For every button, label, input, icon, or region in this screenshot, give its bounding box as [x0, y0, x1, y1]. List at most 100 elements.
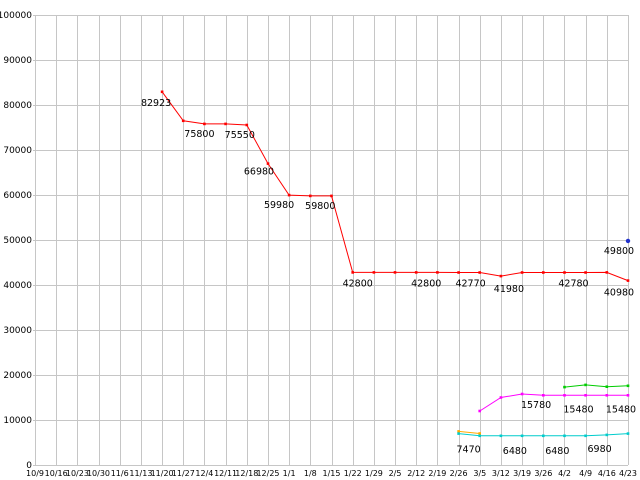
data-point-label: 49800 — [604, 246, 634, 257]
data-point-marker — [542, 271, 545, 274]
x-tick-label: 4/2 — [558, 469, 571, 478]
data-point-marker — [203, 122, 206, 126]
x-tick-label: 10/30 — [87, 469, 110, 478]
y-axis-labels: 0 10000 20000 30000 40000 50000 60000 70000 8000… — [0, 11, 32, 471]
data-point-marker — [224, 122, 227, 126]
data-point-marker — [605, 271, 609, 274]
y-tick-label: 10000 — [3, 416, 32, 426]
x-tick-label: 11/27 — [172, 469, 195, 478]
data-point-marker — [584, 271, 587, 274]
data-point-marker — [626, 394, 630, 397]
series-line-price-green — [564, 384, 629, 388]
data-point-marker — [330, 194, 333, 198]
x-tick-label: 1/15 — [323, 469, 341, 478]
data-point-label: 66980 — [244, 167, 274, 178]
x-tick-label: 12/18 — [235, 469, 258, 478]
data-point-marker — [563, 434, 566, 438]
data-point-marker — [584, 434, 587, 438]
data-point-label: 6980 — [588, 444, 612, 455]
data-point-marker — [605, 385, 609, 388]
y-tick-label: 100000 — [0, 11, 32, 21]
data-point-label: 40980 — [604, 288, 634, 299]
data-point — [625, 238, 631, 244]
data-point-marker — [520, 434, 524, 438]
data-point-marker — [605, 394, 609, 397]
data-point-label: 6480 — [503, 446, 527, 457]
x-tick-label: 4/16 — [598, 469, 616, 478]
x-tick-label: 4/9 — [579, 469, 592, 478]
data-point-label: 42800 — [411, 278, 441, 289]
y-tick-label: 0 — [26, 461, 32, 471]
data-point-label: 41980 — [494, 284, 524, 295]
data-point-marker — [499, 434, 503, 438]
series-price-cyan: 6480 6480 6980 — [457, 432, 630, 457]
x-tick-label: 4/23 — [619, 469, 637, 478]
data-point-marker — [626, 384, 630, 388]
data-point-marker — [478, 432, 481, 435]
x-tick-label: 2/19 — [428, 469, 446, 478]
data-point-marker — [266, 162, 270, 165]
series-line-price-magenta — [479, 393, 628, 412]
data-point-label: 82923 — [141, 98, 171, 109]
x-tick-label: 11/20 — [151, 469, 174, 478]
data-point-label: 15480 — [563, 404, 593, 415]
y-tick-label: 90000 — [3, 56, 32, 66]
data-point-marker — [499, 274, 503, 278]
data-point-label: 15480 — [606, 404, 636, 415]
data-point-label: 42780 — [558, 279, 588, 290]
data-point-marker — [563, 271, 566, 274]
data-point-marker — [287, 193, 291, 197]
data-point-marker — [436, 271, 439, 274]
series-price-green — [563, 383, 630, 389]
data-point-label: 75800 — [184, 129, 214, 140]
data-point-marker — [160, 90, 164, 94]
y-tick-label: 40000 — [3, 281, 32, 291]
series-single-point-blue: 49800 — [604, 238, 634, 257]
x-tick-label: 1/8 — [304, 469, 317, 478]
data-point-marker — [563, 394, 566, 397]
x-tick-label: 12/4 — [195, 469, 213, 478]
x-tick-label: 2/26 — [450, 469, 468, 478]
data-point-marker — [605, 433, 609, 437]
data-point-label: 42770 — [455, 279, 485, 290]
data-point-label: 59800 — [305, 201, 335, 212]
data-point-marker — [626, 279, 630, 282]
data-point-marker — [584, 383, 587, 387]
data-point-label: 6480 — [545, 446, 569, 457]
data-point-marker — [478, 434, 481, 438]
x-tick-label: 1/29 — [365, 469, 383, 478]
data-point-marker — [499, 396, 503, 399]
x-tick-label: 3/12 — [492, 469, 510, 478]
data-point-label: 7470 — [457, 444, 481, 455]
data-point-marker — [520, 271, 524, 274]
series-price-orange: 7470 — [457, 430, 481, 455]
x-tick-label: 3/26 — [534, 469, 552, 478]
x-tick-label: 11/6 — [111, 469, 129, 478]
x-tick-label: 1/1 — [283, 469, 296, 478]
data-point-marker — [478, 409, 481, 413]
y-tick-label: 60000 — [3, 191, 32, 201]
data-point-marker — [351, 271, 354, 274]
data-point-marker — [457, 271, 460, 274]
series-main-price-red: 82923 75800 75550 66980 59980 59800 42800 42800… — [141, 90, 634, 299]
x-tick-label: 11/13 — [129, 469, 152, 478]
data-point-marker — [542, 434, 545, 438]
x-tick-label: 10/23 — [66, 469, 89, 478]
y-tick-label: 70000 — [3, 146, 32, 156]
data-point-marker — [584, 394, 587, 397]
data-point-marker — [414, 271, 418, 274]
data-point-marker — [181, 119, 185, 123]
data-point-label: 75550 — [225, 130, 255, 141]
y-tick-label: 30000 — [3, 326, 32, 336]
data-point-marker — [457, 430, 460, 433]
x-tick-label: 1/22 — [344, 469, 362, 478]
x-tick-label: 2/5 — [389, 469, 402, 478]
series-line-price-orange — [458, 430, 480, 434]
data-point-marker — [309, 194, 312, 198]
x-tick-label: 3/5 — [473, 469, 486, 478]
y-tick-label: 80000 — [3, 101, 32, 111]
data-point-marker — [520, 392, 524, 396]
